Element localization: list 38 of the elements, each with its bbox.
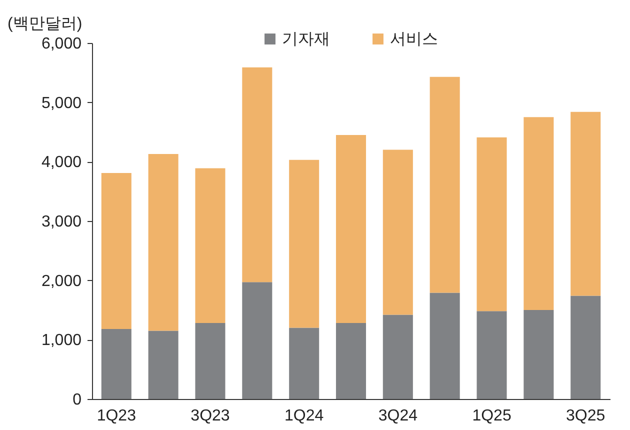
x-tick-label: 3Q24 xyxy=(378,408,418,424)
y-tick-label: 0 xyxy=(72,392,82,408)
bar xyxy=(242,282,272,399)
legend-label: 기자재 xyxy=(282,31,330,48)
bar xyxy=(289,328,320,399)
bar xyxy=(101,328,132,399)
bar xyxy=(289,160,320,328)
bar xyxy=(148,154,178,331)
bar xyxy=(570,296,601,399)
bar xyxy=(570,112,601,296)
y-tick-label: 6,000 xyxy=(41,36,82,52)
x-tick-label: 3Q25 xyxy=(566,408,606,424)
x-tick-label: 1Q25 xyxy=(472,408,512,424)
y-tick-label: 2,000 xyxy=(41,272,82,290)
bar xyxy=(476,311,507,399)
bar xyxy=(195,168,226,324)
x-tick-label: 1Q24 xyxy=(284,408,324,424)
bar xyxy=(382,314,413,399)
bar xyxy=(476,137,507,312)
x-tick-label: 1Q23 xyxy=(96,408,136,424)
bar xyxy=(336,323,366,399)
bar xyxy=(336,134,366,324)
y-tick-label: 4,000 xyxy=(41,154,82,172)
y-tick-label: 1,000 xyxy=(41,332,82,350)
bar xyxy=(101,172,132,329)
bar xyxy=(195,323,226,399)
bar xyxy=(242,67,272,282)
bar xyxy=(430,292,460,399)
bar xyxy=(524,117,554,310)
legend-label: 서비스 xyxy=(390,31,438,48)
x-tick-label: 3Q23 xyxy=(190,408,230,424)
y-axis-title: (백만달러) xyxy=(8,16,82,32)
y-tick-label: 5,000 xyxy=(41,94,82,112)
bar xyxy=(148,330,178,399)
y-tick-label: 3,000 xyxy=(41,214,82,230)
bar xyxy=(430,76,460,293)
bar xyxy=(382,150,413,315)
bar xyxy=(524,310,554,399)
